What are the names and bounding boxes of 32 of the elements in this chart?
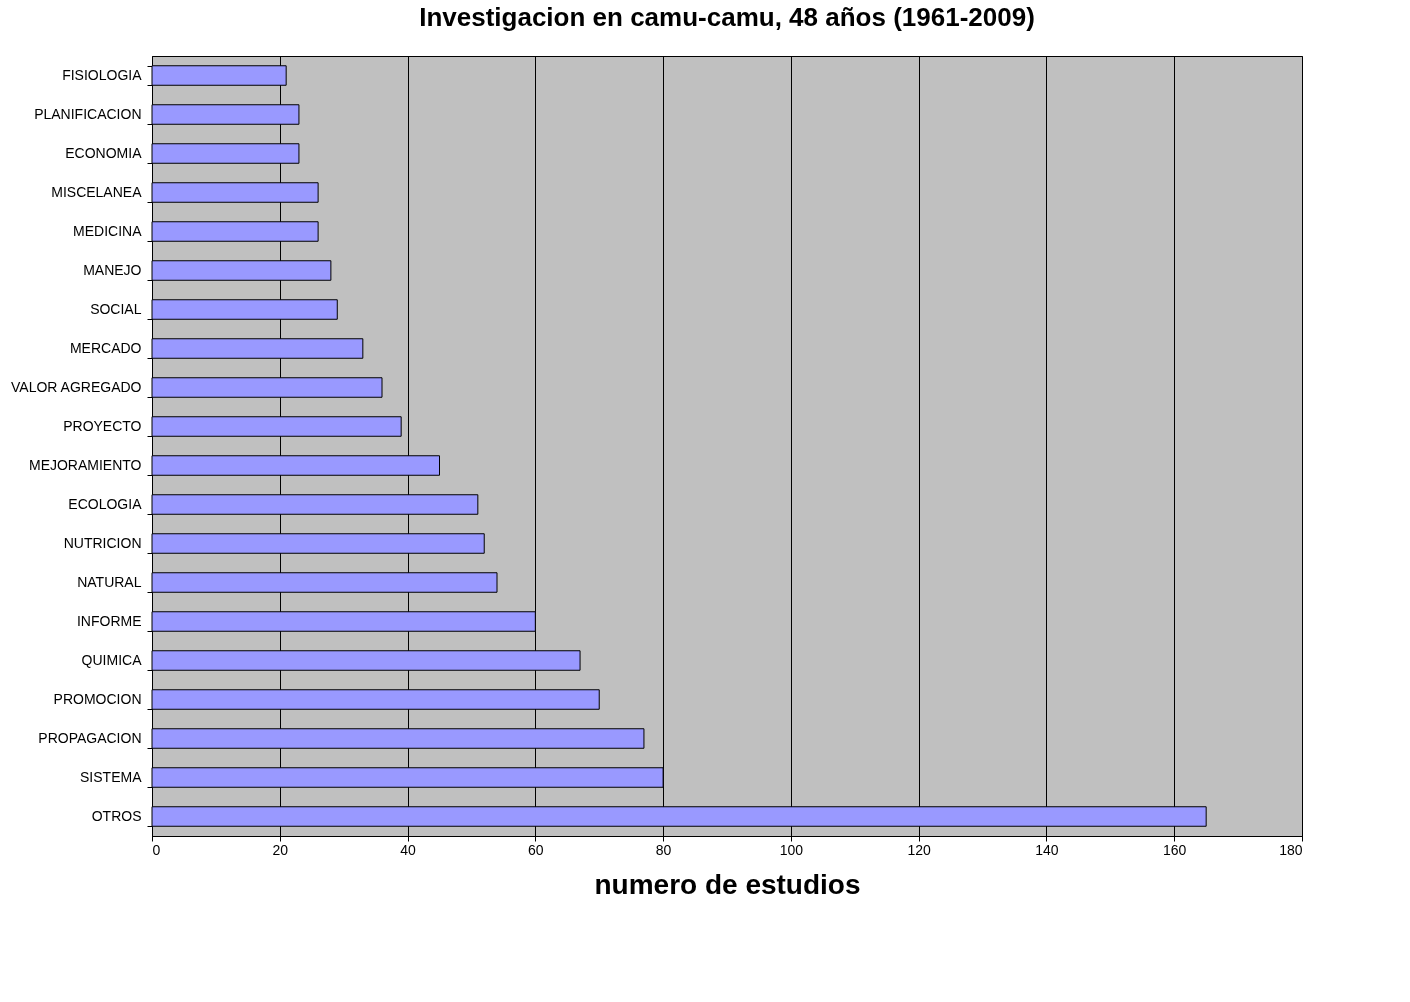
chart-title: Investigacion en camu-camu, 48 años (1961-2009) <box>419 2 1035 32</box>
y-tick-label: FISIOLOGIA <box>62 67 143 83</box>
x-tick-label: 120 <box>907 841 932 858</box>
y-tick-label: NATURAL <box>77 574 142 590</box>
y-tick-label: NUTRICION <box>63 535 142 551</box>
x-axis-title: numero de estudios <box>594 868 861 900</box>
x-tick-label: 100 <box>779 841 804 858</box>
x-tick-label: 140 <box>1035 841 1059 858</box>
y-tick-label: MISCELANEA <box>51 184 143 200</box>
y-tick-label: PROYECTO <box>63 418 142 434</box>
x-tick-label: 20 <box>272 841 289 858</box>
y-tick-label: INFORME <box>76 613 142 629</box>
x-tick-label: 40 <box>400 841 417 858</box>
x-tick-label: 60 <box>528 841 544 858</box>
y-tick-label: ECONOMIA <box>65 145 143 161</box>
x-tick-label: 180 <box>1279 841 1303 858</box>
y-tick-label: MEJORAMIENTO <box>28 457 142 473</box>
x-tick-label: 80 <box>655 841 672 858</box>
x-tick-label: 160 <box>1163 841 1187 858</box>
y-tick-label: SISTEMA <box>80 769 143 785</box>
y-tick-label: MANEJO <box>83 262 142 278</box>
y-tick-label: PLANIFICACION <box>34 106 142 122</box>
y-tick-label: QUIMICA <box>81 652 143 668</box>
y-tick-label: MEDICINA <box>73 223 143 239</box>
y-tick-label: PROMOCION <box>53 691 142 707</box>
y-tick-label: PROPAGACION <box>38 730 142 746</box>
y-tick-label: SOCIAL <box>90 301 142 317</box>
y-tick-label: VALOR AGREGADO <box>11 379 142 395</box>
x-tick-label: 0 <box>152 841 161 858</box>
y-tick-label: OTROS <box>91 808 142 824</box>
y-tick-label: ECOLOGIA <box>68 496 143 512</box>
y-tick-label: MERCADO <box>69 340 142 356</box>
